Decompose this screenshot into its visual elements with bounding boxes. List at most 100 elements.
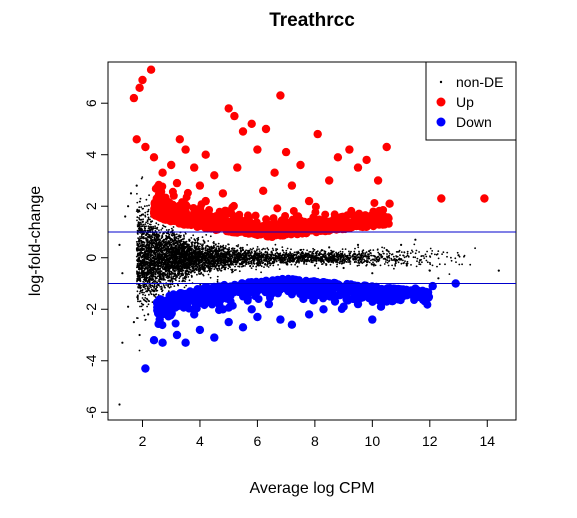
non-de-point bbox=[202, 274, 205, 277]
non-de-point bbox=[378, 254, 381, 256]
non-de-point bbox=[196, 242, 199, 245]
non-de-point bbox=[152, 271, 154, 274]
non-de-point bbox=[377, 255, 379, 258]
non-de-point bbox=[184, 232, 187, 235]
non-de-point bbox=[192, 234, 195, 237]
non-de-point bbox=[336, 265, 338, 268]
non-de-point bbox=[241, 258, 244, 261]
non-de-point bbox=[253, 255, 256, 258]
non-de-point bbox=[165, 284, 168, 286]
non-de-point bbox=[407, 256, 410, 258]
non-de-point bbox=[239, 252, 242, 255]
non-de-point bbox=[277, 257, 279, 260]
non-de-point bbox=[340, 262, 343, 265]
non-de-point bbox=[455, 261, 457, 263]
non-de-point bbox=[241, 265, 243, 268]
non-de-point bbox=[156, 275, 159, 278]
non-de-point bbox=[189, 271, 192, 274]
non-de-point bbox=[429, 261, 431, 264]
non-de-point bbox=[136, 290, 139, 293]
non-de-point bbox=[142, 220, 144, 223]
non-de-point bbox=[178, 255, 181, 257]
non-de-point bbox=[165, 249, 168, 252]
non-de-point bbox=[152, 269, 155, 272]
non-de-point bbox=[207, 273, 210, 276]
non-de-point bbox=[172, 273, 174, 275]
non-de-point bbox=[321, 263, 324, 265]
non-de-point bbox=[148, 256, 151, 259]
non-de-point bbox=[297, 258, 300, 261]
non-de-point bbox=[147, 225, 150, 228]
non-de-point bbox=[200, 248, 203, 251]
non-de-point bbox=[239, 254, 242, 256]
non-de-point bbox=[274, 252, 277, 255]
non-de-point bbox=[354, 256, 357, 259]
non-de-point bbox=[156, 247, 159, 249]
non-de-point bbox=[365, 264, 368, 267]
non-de-point bbox=[151, 230, 154, 232]
non-de-point bbox=[145, 221, 148, 224]
non-de-point bbox=[140, 206, 143, 209]
non-de-point bbox=[158, 235, 161, 237]
non-de-point bbox=[237, 265, 240, 268]
non-de-point bbox=[238, 262, 241, 265]
non-de-point bbox=[188, 266, 191, 269]
non-de-point bbox=[305, 255, 308, 258]
non-de-point bbox=[188, 239, 191, 242]
non-de-point bbox=[137, 243, 140, 246]
non-de-point bbox=[212, 259, 215, 262]
non-de-point bbox=[146, 252, 149, 255]
non-de-point bbox=[165, 229, 168, 231]
non-de-point bbox=[388, 254, 391, 257]
non-de-point bbox=[139, 287, 142, 290]
non-de-point bbox=[161, 289, 164, 292]
non-de-point bbox=[143, 229, 146, 232]
non-de-point bbox=[341, 248, 344, 251]
non-de-point bbox=[155, 261, 158, 263]
non-de-point bbox=[384, 261, 387, 263]
non-de-point bbox=[210, 267, 213, 270]
non-de-point bbox=[153, 236, 156, 239]
non-de-point bbox=[160, 262, 163, 265]
non-de-point bbox=[383, 257, 386, 260]
non-de-point bbox=[450, 259, 453, 262]
non-de-point bbox=[142, 237, 145, 240]
non-de-point bbox=[206, 257, 209, 260]
non-de-point bbox=[383, 247, 386, 249]
non-de-point bbox=[221, 262, 224, 264]
non-de-point bbox=[349, 263, 352, 265]
non-de-point bbox=[359, 254, 361, 256]
non-de-point bbox=[168, 272, 171, 275]
non-de-point bbox=[411, 251, 414, 253]
non-de-point bbox=[390, 253, 393, 256]
non-de-point bbox=[406, 254, 409, 257]
non-de-point bbox=[223, 256, 226, 258]
non-de-point bbox=[170, 254, 172, 257]
non-de-point bbox=[175, 279, 177, 282]
non-de-point bbox=[137, 275, 140, 278]
non-de-point bbox=[361, 250, 364, 253]
non-de-point bbox=[311, 261, 314, 264]
non-de-point bbox=[154, 225, 157, 228]
non-de-point bbox=[200, 266, 203, 268]
non-de-point bbox=[332, 258, 335, 260]
non-de-point bbox=[146, 210, 149, 213]
non-de-point bbox=[336, 254, 338, 257]
non-de-point bbox=[164, 274, 167, 277]
non-de-point bbox=[295, 262, 297, 264]
non-de-point bbox=[170, 250, 173, 253]
non-de-point bbox=[397, 261, 400, 264]
non-de-point bbox=[174, 277, 177, 280]
non-de-point bbox=[183, 236, 186, 238]
non-de-point bbox=[208, 259, 211, 262]
non-de-point bbox=[250, 250, 253, 253]
non-de-point bbox=[369, 249, 372, 252]
non-de-point bbox=[149, 248, 151, 251]
non-de-point bbox=[143, 274, 146, 277]
non-de-point bbox=[298, 261, 300, 264]
non-de-point bbox=[200, 250, 203, 253]
non-de-point bbox=[272, 264, 275, 267]
non-de-point bbox=[136, 262, 139, 265]
non-de-point bbox=[388, 260, 390, 263]
